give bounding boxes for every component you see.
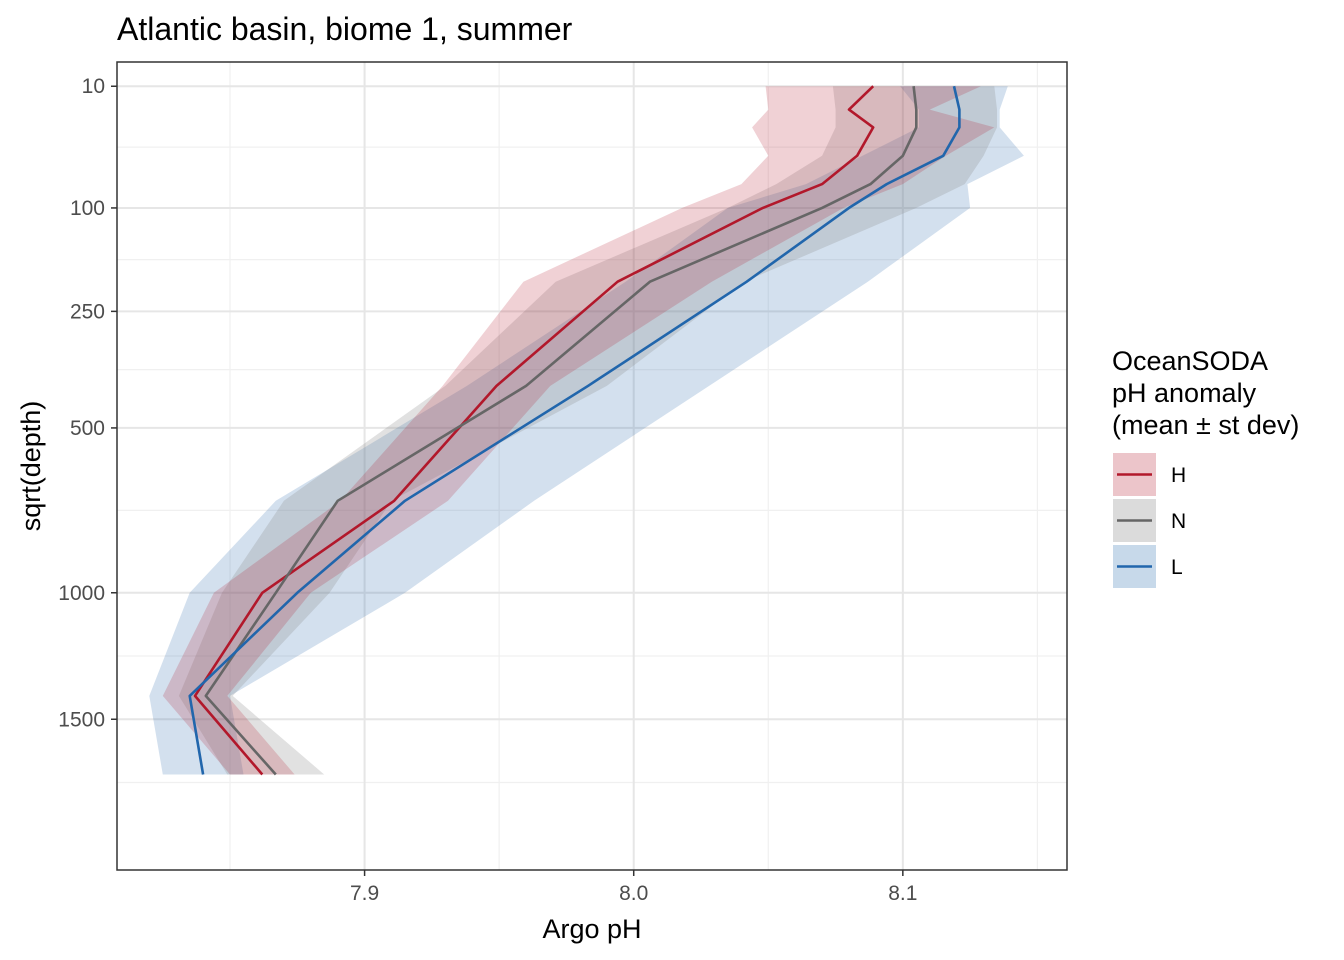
y-tick-label: 10 [82,75,105,98]
sd-band-n [178,86,997,775]
plot-panel-border [116,61,1068,871]
x-tick-label: 8.0 [619,882,648,905]
legend-label-l: L [1171,556,1183,579]
legend-title-line: OceanSODA [1112,346,1268,376]
y-axis: 10 100 250 500 1000 1500 [58,75,117,731]
chart-title: Atlantic basin, biome 1, summer [117,11,573,47]
legend-label-h: H [1171,464,1186,487]
mean-lines [188,85,961,776]
y-tick-label: 500 [70,417,105,440]
sd-band-h [162,86,995,775]
series-line-l [188,85,961,775]
x-axis-title: Argo pH [542,914,641,944]
sd-bands [149,86,1024,775]
y-tick-label: 100 [70,197,105,220]
y-axis-title: sqrt(depth) [16,401,46,532]
y-tick-label: 1500 [58,708,105,731]
plot-panel [117,62,1067,870]
legend-title-line: pH anomaly [1112,378,1257,408]
series-line-h [193,85,875,776]
legend-title: OceanSODA pH anomaly (mean ± st dev) [1112,346,1299,440]
x-axis: 7.9 8.0 8.1 [350,870,917,905]
sd-band-l [149,86,1024,775]
x-tick-label: 8.1 [888,882,917,905]
y-tick-label: 1000 [58,582,105,605]
grid [117,62,1067,870]
series-line-n [204,86,918,776]
legend-label-n: N [1171,510,1186,533]
x-tick-label: 7.9 [350,882,379,905]
legend: OceanSODA pH anomaly (mean ± st dev) HNL [1112,346,1299,588]
legend-title-line: (mean ± st dev) [1112,410,1299,440]
y-tick-label: 250 [70,300,105,323]
